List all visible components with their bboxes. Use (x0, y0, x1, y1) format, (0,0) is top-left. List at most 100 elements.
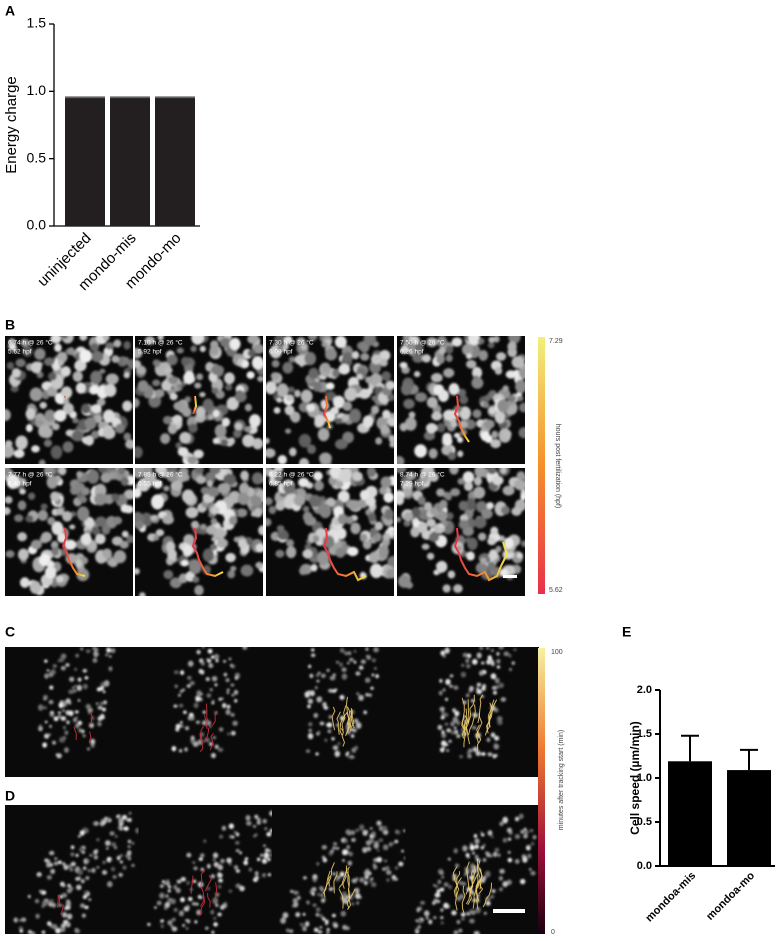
cell (453, 726, 457, 730)
cell (487, 468, 497, 475)
cell (89, 853, 93, 857)
cell (81, 403, 91, 414)
cell (337, 490, 350, 503)
cell (309, 494, 322, 508)
cell (456, 919, 461, 924)
cell (462, 652, 468, 658)
cell (445, 492, 452, 501)
cell (91, 350, 104, 363)
cell (514, 834, 521, 840)
cell (58, 714, 62, 718)
frame-hpf: 7.29 hpf (400, 481, 424, 488)
cell (371, 405, 380, 415)
cell-track (207, 892, 211, 908)
cell (169, 577, 182, 589)
cell (173, 907, 178, 912)
cell (56, 575, 64, 583)
cell (228, 657, 232, 661)
cell (5, 550, 15, 558)
cell (370, 354, 382, 365)
cell (54, 857, 58, 861)
cell (503, 537, 514, 549)
cell (200, 867, 205, 872)
cell (46, 475, 58, 489)
cell (113, 339, 122, 348)
cell (403, 398, 415, 410)
cell (8, 338, 16, 345)
cell (210, 874, 215, 879)
cell (50, 445, 63, 460)
cell (37, 704, 44, 711)
cell (489, 894, 495, 899)
cell (467, 653, 472, 659)
cell-track (331, 706, 336, 731)
cell-track (205, 703, 209, 724)
cell (449, 674, 454, 678)
cell (341, 673, 348, 680)
cell (496, 665, 501, 669)
cell (74, 359, 87, 372)
cell (234, 676, 238, 680)
cell (61, 336, 69, 339)
cell (123, 826, 129, 831)
cell (223, 672, 228, 677)
cell (192, 861, 196, 864)
cell (226, 688, 230, 692)
cell (81, 729, 85, 733)
cell (369, 563, 383, 579)
frame-time: 6.74 h @ 26 °C (8, 339, 53, 347)
cell (352, 350, 360, 360)
cell (74, 684, 77, 688)
cell (401, 849, 404, 853)
cell (302, 925, 307, 932)
cell (225, 709, 231, 716)
bar (110, 98, 150, 226)
cell (275, 501, 285, 511)
cell (350, 830, 356, 836)
cell (228, 437, 236, 445)
cell-track (214, 882, 218, 902)
cell (474, 854, 479, 858)
cell (431, 411, 443, 421)
cell (445, 354, 453, 363)
cell (211, 676, 218, 682)
cell (282, 361, 294, 374)
cell (82, 866, 87, 871)
cell (458, 928, 463, 933)
cell (82, 851, 85, 854)
cell (530, 871, 536, 876)
cell (392, 877, 396, 881)
cell-track (328, 862, 335, 887)
cell (211, 387, 219, 394)
cell (302, 912, 306, 916)
cell (500, 505, 510, 515)
cell (90, 738, 96, 745)
cell (490, 732, 496, 738)
cell (182, 544, 194, 557)
micrograph (5, 468, 133, 596)
cell (354, 887, 360, 894)
cell (445, 345, 454, 354)
cell (88, 541, 97, 551)
cell (209, 725, 212, 728)
cell (498, 647, 504, 650)
y-tick-label: 0.0 (637, 860, 652, 872)
cell (520, 493, 525, 501)
cell (329, 406, 340, 415)
cell (317, 671, 321, 675)
cell (380, 476, 392, 489)
cell (474, 844, 479, 850)
colorbar-min: 0 (551, 929, 555, 936)
cell (365, 647, 369, 651)
cell (103, 680, 110, 687)
cell (482, 858, 487, 862)
cell (19, 577, 30, 588)
cell (320, 893, 324, 898)
cell (513, 648, 517, 652)
cell (385, 487, 392, 494)
cell (457, 477, 465, 485)
cell (31, 931, 36, 934)
cell (100, 472, 112, 483)
cell (235, 832, 240, 837)
cells (135, 468, 263, 596)
